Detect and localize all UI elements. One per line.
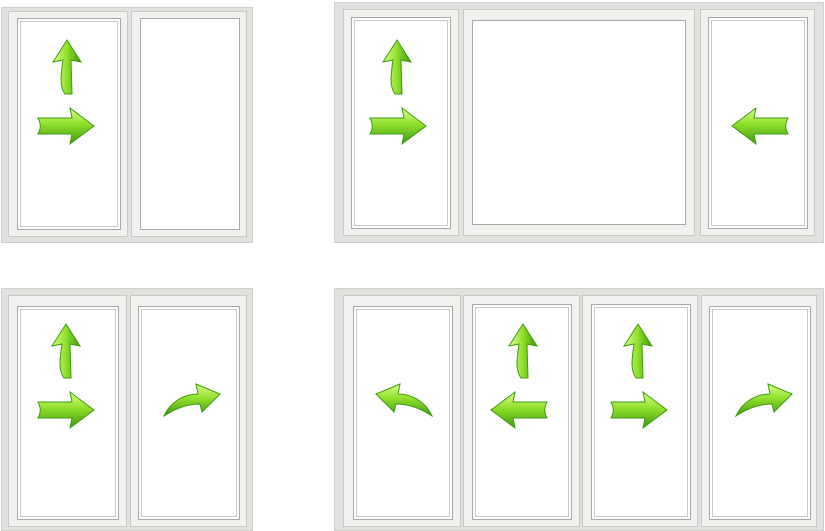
arrow-up-icon bbox=[36, 322, 96, 382]
glass-pane bbox=[353, 306, 453, 520]
arrow-left-icon bbox=[489, 380, 549, 440]
arrow-up-icon bbox=[367, 38, 427, 98]
curved-arrow-right-icon bbox=[162, 372, 222, 432]
arrow-up-icon bbox=[37, 38, 97, 98]
arrow-up-icon bbox=[608, 322, 668, 382]
panel-fixed bbox=[463, 9, 695, 236]
curved-arrow-right-icon bbox=[734, 372, 794, 432]
arrow-right-icon bbox=[609, 380, 669, 440]
curved-arrow-left-icon bbox=[374, 372, 434, 432]
arrow-up-icon bbox=[493, 322, 553, 382]
glass-pane bbox=[138, 306, 240, 520]
four-panel-window-bottom-right bbox=[334, 288, 824, 531]
panel-turn bbox=[130, 295, 247, 527]
panel-tilt-turn bbox=[582, 295, 698, 527]
arrow-left-icon bbox=[730, 96, 790, 156]
arrow-right-icon bbox=[36, 380, 96, 440]
glass-pane bbox=[472, 20, 686, 225]
arrow-right-icon bbox=[368, 96, 428, 156]
panel-turn bbox=[343, 295, 461, 527]
glass-pane bbox=[140, 18, 240, 230]
arrow-right-icon bbox=[36, 96, 96, 156]
panel-fixed bbox=[131, 11, 247, 237]
glass-pane bbox=[709, 306, 811, 520]
panel-turn bbox=[701, 295, 817, 527]
